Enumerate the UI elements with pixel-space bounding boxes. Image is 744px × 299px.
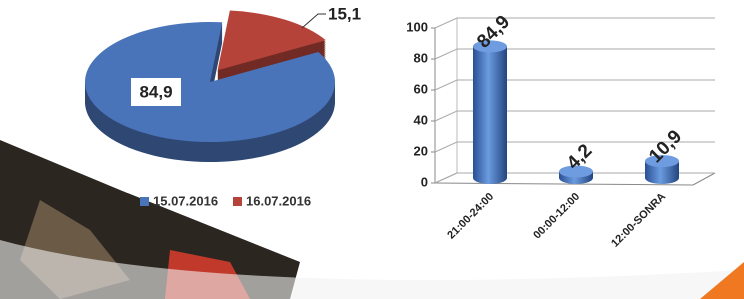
x-tick-label: 00:00-12:00 <box>531 191 582 242</box>
pie-chart: 84,9 15,1 15.07.2016 16.07.2016 <box>85 4 361 208</box>
leader-line <box>302 14 326 28</box>
legend-swatch <box>233 197 242 206</box>
data-label: 84,9 <box>139 82 172 101</box>
legend-swatch <box>140 197 149 206</box>
y-tick-label: 20 <box>414 143 428 158</box>
x-tick-label: 21:00-24:00 <box>445 191 496 242</box>
y-tick-label: 60 <box>414 81 428 96</box>
y-tick-label: 80 <box>414 50 428 65</box>
grid-line <box>435 18 715 28</box>
legend-label: 16.07.2016 <box>246 193 311 208</box>
data-label: 15,1 <box>328 4 361 23</box>
y-tick-label: 0 <box>421 174 428 189</box>
page: 84,9 15,1 15.07.2016 16.07.2016 0 20 40 60 80 10… <box>0 0 744 299</box>
bar <box>473 46 507 184</box>
x-tick-label: 12:00-SONRA <box>609 191 668 250</box>
y-tick-label: 100 <box>406 19 428 34</box>
legend-label: 15.07.2016 <box>153 193 218 208</box>
y-tick-label: 40 <box>414 112 428 127</box>
